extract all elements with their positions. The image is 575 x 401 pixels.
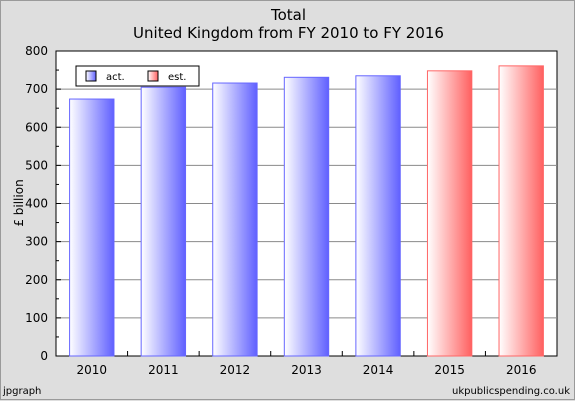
footer-credit-left: jpgraph (3, 386, 42, 397)
legend: act. est. (75, 65, 200, 87)
x-tick-label: 2016 (506, 363, 537, 377)
x-tick-label: 2015 (434, 363, 465, 377)
chart-title: Total (270, 6, 307, 24)
y-tick-label: 600 (25, 120, 48, 134)
x-tick-label: 2010 (77, 363, 108, 377)
footer-credit-right: ukpublicspending.co.uk (451, 386, 570, 397)
legend-label-est: est. (168, 72, 186, 83)
x-axis: 2010 2011 2012 2013 2014 2015 2016 (77, 351, 537, 377)
legend-swatch-est (147, 70, 159, 82)
y-axis-label: £ billion (12, 179, 26, 226)
legend-box (75, 65, 200, 87)
y-tick-label: 0 (40, 349, 48, 363)
bar-act-2010 (69, 98, 115, 357)
bar-est-2016 (498, 65, 544, 357)
y-axis: 0 100 200 300 400 500 600 700 800 (25, 44, 61, 363)
y-tick-label: 700 (25, 82, 48, 96)
legend-label-act: act. (106, 72, 125, 83)
legend-swatch-act (85, 70, 97, 82)
x-tick-label: 2014 (363, 363, 394, 377)
bar-act-2012 (212, 82, 258, 357)
y-tick-label: 200 (25, 273, 48, 287)
y-tick-label: 500 (25, 158, 48, 172)
bar-act-2011 (140, 86, 187, 357)
bar-est-2015 (426, 70, 473, 357)
y-tick-label: 100 (25, 311, 48, 325)
y-tick-label: 800 (25, 44, 48, 58)
x-tick-label: 2012 (220, 363, 251, 377)
y-tick-label: 300 (25, 235, 48, 249)
x-tick-label: 2011 (148, 363, 179, 377)
y-tick-label: 400 (25, 197, 48, 211)
bar-act-2014 (355, 75, 401, 357)
chart-subtitle: United Kingdom from FY 2010 to FY 2016 (133, 24, 444, 42)
x-tick-label: 2013 (291, 363, 322, 377)
bars-group (69, 65, 544, 357)
bar-act-2013 (283, 76, 330, 357)
